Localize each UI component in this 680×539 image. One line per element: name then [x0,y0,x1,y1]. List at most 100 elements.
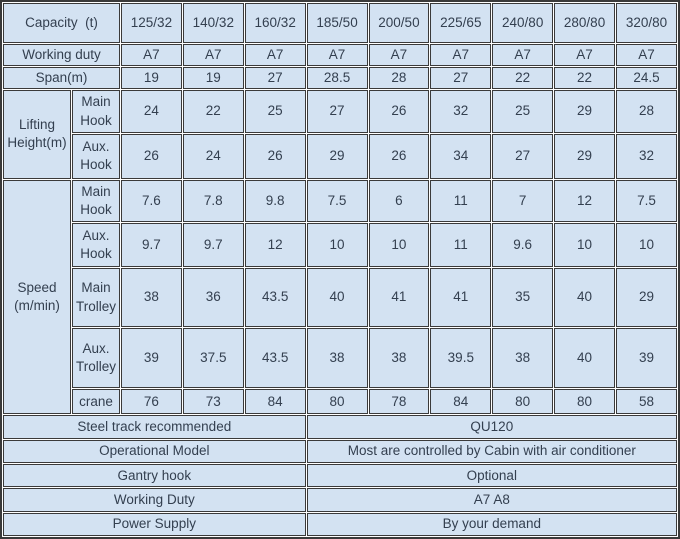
footer-label-operational-model: Operational Model [3,439,306,464]
value-cell: 80 [492,389,554,415]
table-row-working-duty-footer: Working Duty A7 A8 [3,488,677,512]
footer-value-working-duty: A7 A8 [306,488,677,512]
value-cell: 80 [554,389,615,415]
subrow-label-main-trolley: Main Trolley [72,268,120,327]
value-cell: 6 [368,179,430,223]
value-cell: 7 [492,179,554,223]
value-cell: 84 [244,389,306,415]
value-cell: A7 [306,44,368,66]
value-cell: 19 [182,66,244,89]
value-cell: A7 [492,44,554,66]
subrow-label-main-hook: Main Hook [72,179,120,223]
value-cell: 200/50 [368,3,430,44]
footer-value-gantry-hook: Optional [306,464,677,488]
value-cell: 38 [306,327,368,389]
value-cell: 7.5 [616,179,677,223]
value-cell: 140/32 [182,3,244,44]
table-row-lifting-main-hook: Lifting Height(m) Main Hook 24 22 25 27 26 32… [3,89,677,179]
value-cell: 27 [430,66,492,89]
value-cell: 35 [492,268,554,327]
group-label-lifting-height: Lifting Height(m) [3,89,71,179]
value-cell: 7.8 [182,179,244,223]
value-cell: 40 [306,268,368,327]
value-cell: 280/80 [554,3,615,44]
value-cell: 80 [306,389,368,415]
value-cell: 10 [554,223,615,268]
value-cell: 38 [492,327,554,389]
value-cell: 41 [368,268,430,327]
table-row-speed-main-hook: Speed (m/min) Main Hook 7.6 7.8 9.8 7.5 6 11 7… [3,179,677,415]
value-cell: 39 [121,327,182,389]
value-cell: 32 [430,89,492,134]
value-cell: 39.5 [430,327,492,389]
value-cell: 28.5 [306,66,368,89]
table-row-speed-aux-hook: Aux. Hook 9.7 9.7 12 10 10 11 9.6 10 10 [3,223,677,268]
value-cell: 9.8 [244,179,306,223]
value-cell: A7 [182,44,244,66]
value-cell: 11 [430,179,492,223]
table-row-operational-model: Operational Model Most are controlled by… [3,439,677,464]
value-cell: 10 [368,223,430,268]
subrow-label-main-hook: Main Hook [72,89,120,134]
value-cell: 11 [430,223,492,268]
value-cell: 40 [554,268,615,327]
subrow-label-aux-hook: Aux. Hook [72,134,120,179]
value-cell: 29 [616,268,677,327]
table-row-speed-aux-trolley: Aux. Trolley 39 37.5 43.5 38 38 39.5 38 40 39 [3,327,677,389]
value-cell: 22 [182,89,244,134]
value-cell: 25 [244,89,306,134]
value-cell: 37.5 [182,327,244,389]
row-label-capacity: Capacity (t) [3,3,120,44]
value-cell: A7 [368,44,430,66]
value-cell: 26 [121,134,182,179]
value-cell: 160/32 [244,3,306,44]
value-cell: 26 [368,134,430,179]
footer-value-operational-model: Most are controlled by Cabin with air co… [306,439,677,464]
value-cell: A7 [616,44,677,66]
value-cell: 320/80 [616,3,677,44]
value-cell: 9.6 [492,223,554,268]
row-label-span: Span(m) [3,66,120,89]
table-row-lifting-aux-hook: Aux. Hook 26 24 26 29 26 34 27 29 32 [3,134,677,179]
value-cell: A7 [430,44,492,66]
value-cell: 7.5 [306,179,368,223]
value-cell: 39 [616,327,677,389]
footer-label-working-duty: Working Duty [3,488,306,512]
value-cell: A7 [244,44,306,66]
value-cell: 38 [121,268,182,327]
value-cell: 185/50 [306,3,368,44]
subrow-label-aux-hook: Aux. Hook [72,223,120,268]
table-row-capacity: Capacity (t) 125/32 140/32 160/32 185/50 200… [3,3,677,44]
value-cell: 225/65 [430,3,492,44]
footer-value-power-supply: By your demand [306,512,677,536]
value-cell: 27 [244,66,306,89]
table-row-speed-main-trolley: Main Trolley 38 36 43.5 40 41 41 35 40 29 [3,268,677,327]
value-cell: 34 [430,134,492,179]
value-cell: 43.5 [244,327,306,389]
value-cell: 29 [554,134,615,179]
table-row-gantry-hook: Gantry hook Optional [3,464,677,488]
value-cell: 26 [244,134,306,179]
footer-label-gantry-hook: Gantry hook [3,464,306,488]
value-cell: 78 [368,389,430,415]
value-cell: 29 [306,134,368,179]
row-label-working-duty: Working duty [3,44,120,66]
value-cell: 76 [121,389,182,415]
value-cell: 26 [368,89,430,134]
value-cell: 7.6 [121,179,182,223]
footer-label-steel-track: Steel track recommended [3,415,306,439]
footer-value-steel-track: QU120 [306,415,677,439]
value-cell: 43.5 [244,268,306,327]
value-cell: 10 [616,223,677,268]
value-cell: 32 [616,134,677,179]
table-row-speed-crane: crane 76 73 84 80 78 84 80 80 58 [3,389,677,415]
value-cell: 125/32 [121,3,182,44]
group-label-speed: Speed (m/min) [3,179,71,415]
subrow-label-aux-trolley: Aux. Trolley [72,327,120,389]
value-cell: 24.5 [616,66,677,89]
value-cell: 58 [616,389,677,415]
value-cell: 25 [492,89,554,134]
value-cell: 10 [306,223,368,268]
value-cell: 12 [244,223,306,268]
